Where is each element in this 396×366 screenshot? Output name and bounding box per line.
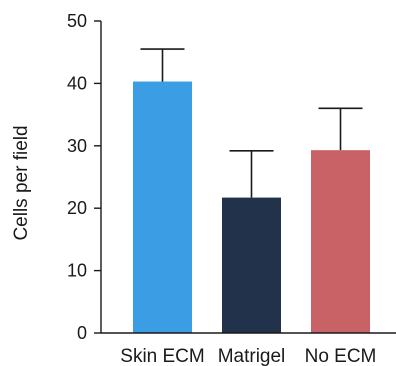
y-tick-label: 20	[67, 198, 87, 218]
bars-group	[133, 81, 370, 333]
x-category-label: Skin ECM	[120, 346, 204, 366]
y-tick-label: 30	[67, 136, 87, 156]
y-tick-label: 10	[67, 261, 87, 281]
y-tick-label: 50	[67, 11, 87, 31]
y-tick-label: 40	[67, 73, 87, 93]
x-category-label: No ECM	[305, 346, 377, 366]
bar-skin-ecm	[133, 81, 192, 333]
bar-matrigel	[222, 197, 281, 333]
y-axis: 0 10 20 30 40 50	[67, 11, 102, 343]
y-axis-title: Cells per field	[11, 125, 32, 240]
x-category-label: Matrigel	[218, 346, 286, 366]
x-axis: Skin ECM Matrigel No ECM	[101, 332, 396, 366]
bar-no-ecm	[311, 150, 370, 333]
error-bars-group	[140, 48, 363, 198]
y-tick-label: 0	[77, 323, 87, 343]
y-axis-title-group: Cells per field	[11, 125, 32, 240]
